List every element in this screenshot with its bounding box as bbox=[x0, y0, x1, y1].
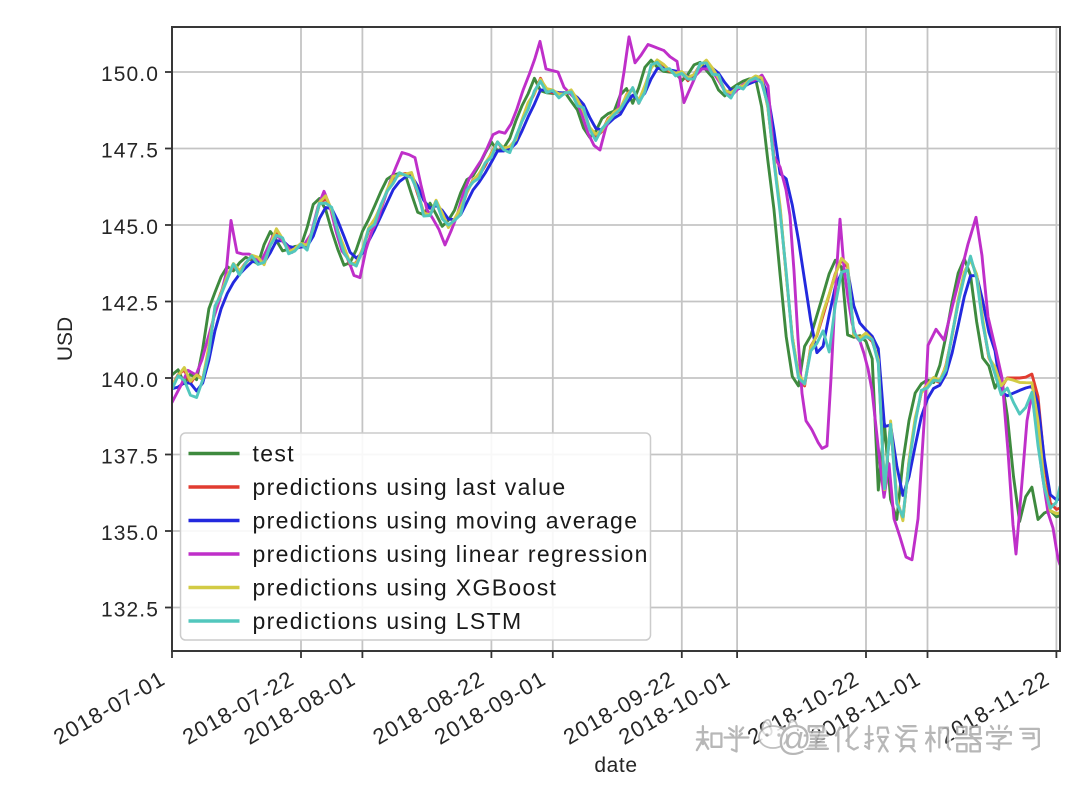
svg-text:date: date bbox=[594, 754, 637, 777]
svg-text:USD: USD bbox=[54, 317, 77, 361]
svg-text:147.5: 147.5 bbox=[101, 140, 159, 163]
svg-text:135.0: 135.0 bbox=[101, 522, 159, 545]
svg-text:140.0: 140.0 bbox=[101, 369, 159, 392]
svg-text:142.5: 142.5 bbox=[101, 293, 159, 316]
svg-text:predictions using last value: predictions using last value bbox=[253, 474, 567, 500]
svg-text:137.5: 137.5 bbox=[101, 446, 159, 469]
svg-text:@: @ bbox=[777, 720, 812, 758]
svg-text:predictions using LSTM: predictions using LSTM bbox=[253, 608, 523, 634]
svg-text:test: test bbox=[253, 441, 295, 467]
svg-text:150.0: 150.0 bbox=[101, 63, 159, 86]
svg-text:145.0: 145.0 bbox=[101, 216, 159, 239]
svg-text:predictions using XGBoost: predictions using XGBoost bbox=[253, 575, 558, 601]
svg-text:predictions using moving avera: predictions using moving average bbox=[253, 508, 639, 534]
svg-text:@: @ bbox=[779, 722, 814, 760]
svg-text:predictions using linear regre: predictions using linear regression bbox=[253, 541, 649, 567]
svg-text:132.5: 132.5 bbox=[101, 599, 159, 622]
